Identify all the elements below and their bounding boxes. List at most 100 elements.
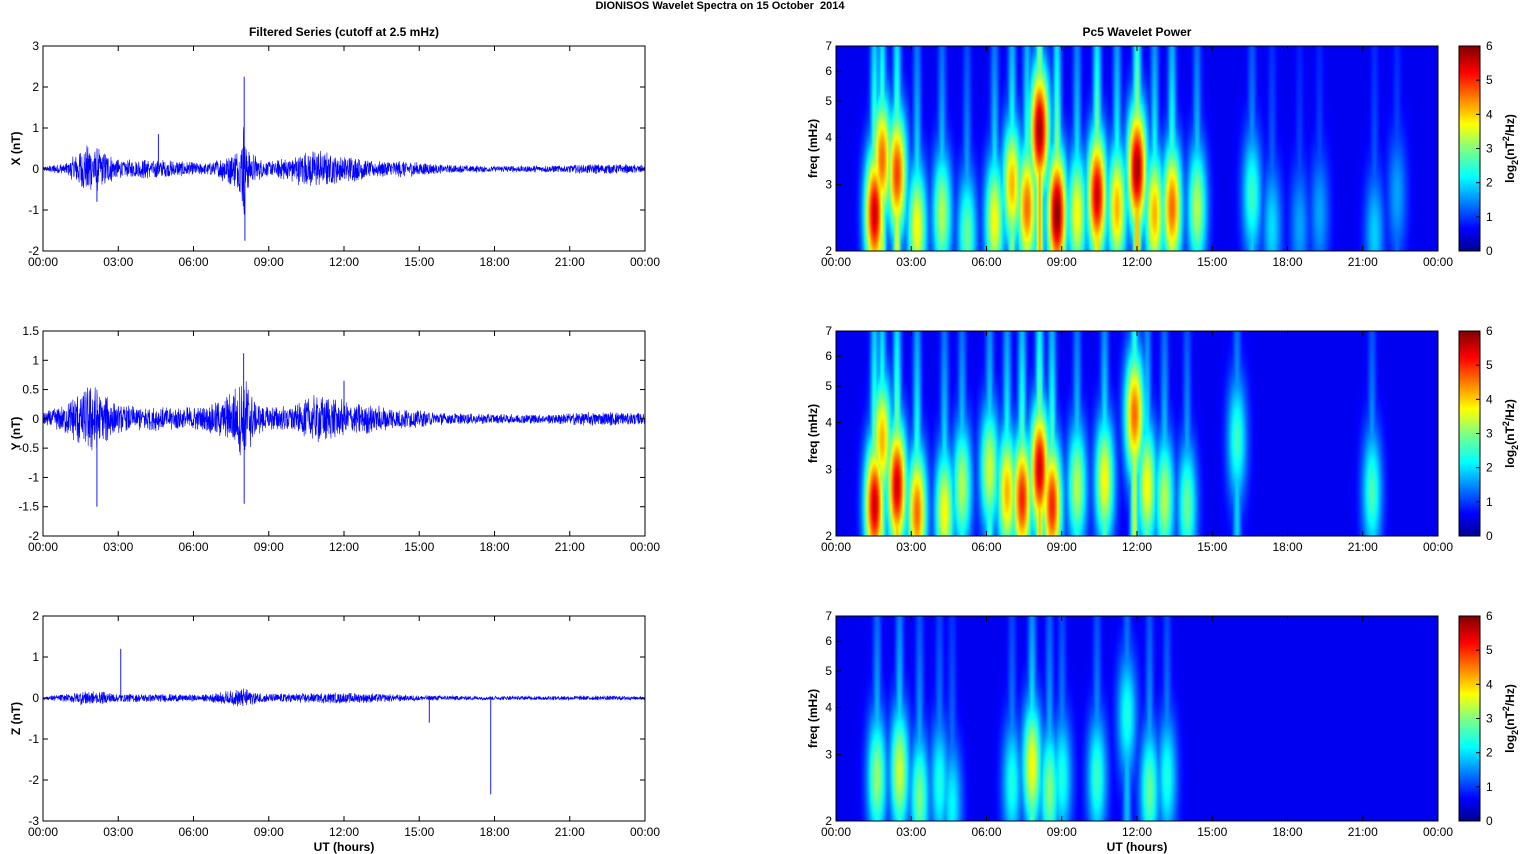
y-tick-label: -0.5 <box>18 441 39 455</box>
x-tick-label: 15:00 <box>404 825 434 839</box>
x-tick-label: 06:00 <box>971 255 1001 269</box>
x-tick-label: 21:00 <box>555 825 585 839</box>
colorbar-tick-label: 3 <box>1486 427 1493 441</box>
y-tick-label: 4 <box>825 416 832 430</box>
y-tick-label: 6 <box>825 634 832 648</box>
x-tick-label: 00:00 <box>630 540 660 554</box>
x-tick-label: 09:00 <box>1047 540 1077 554</box>
x-tick-label: 21:00 <box>555 255 585 269</box>
plot-area <box>43 46 645 251</box>
colorbar-label: log2(nT2/Hz) <box>1501 399 1520 468</box>
x-tick-label: 09:00 <box>1047 825 1077 839</box>
colorbar-tick-label: 2 <box>1486 461 1493 475</box>
colorbar-tick-label: 0 <box>1486 529 1493 543</box>
y-tick-label: 1 <box>32 353 39 367</box>
plot-area <box>43 616 645 821</box>
x-tick-label: 03:00 <box>896 825 926 839</box>
y-tick-label: 6 <box>825 349 832 363</box>
x-tick-label: 12:00 <box>1122 825 1152 839</box>
panel-4: -3 -2 -1 0 1 2 00:00 03:00 06:00 09:00 12:00 15:00 1… <box>9 609 660 854</box>
y-tick-label: 3 <box>32 39 39 53</box>
x-tick-label: 18:00 <box>1272 825 1302 839</box>
y-tick-label: 7 <box>825 39 832 53</box>
y-tick-label: 0 <box>32 691 39 705</box>
x-tick-label: 06:00 <box>178 255 208 269</box>
x-tick-label: 00:00 <box>821 540 851 554</box>
colorbar-tick-label: 6 <box>1486 324 1493 338</box>
x-tick-label: 15:00 <box>1197 540 1227 554</box>
colorbar-tick-label: 2 <box>1486 746 1493 760</box>
y-tick-label: 2 <box>825 244 832 258</box>
x-tick-label: 09:00 <box>254 255 284 269</box>
x-tick-label: 12:00 <box>1122 540 1152 554</box>
x-tick-label: 00:00 <box>1423 255 1453 269</box>
y-axis-label: freq (mHz) <box>806 404 820 463</box>
colorbar-tick-label: 4 <box>1486 392 1493 406</box>
x-tick-label: 15:00 <box>1197 255 1227 269</box>
wavelet-heatmap <box>836 616 1438 821</box>
y-tick-label: 5 <box>825 94 832 108</box>
x-tick-label: 09:00 <box>254 540 284 554</box>
colorbar-tick-label: 3 <box>1486 712 1493 726</box>
x-tick-label: 12:00 <box>329 255 359 269</box>
y-tick-label: 4 <box>825 131 832 145</box>
y-tick-label: 1 <box>32 650 39 664</box>
x-tick-label: 00:00 <box>821 825 851 839</box>
colorbar-tick-label: 4 <box>1486 107 1493 121</box>
y-tick-label: -1.5 <box>18 500 39 514</box>
y-tick-label: -2 <box>28 244 39 258</box>
colorbar-tick-label: 0 <box>1486 814 1493 828</box>
y-axis-label: freq (mHz) <box>806 119 820 178</box>
y-tick-label: 7 <box>825 609 832 623</box>
x-tick-label: 03:00 <box>103 825 133 839</box>
panel-2: -2 -1.5 -1 -0.5 0 0.5 1 1.5 00:00 03:00 06:00 09:00… <box>9 324 660 554</box>
y-tick-label: -1 <box>28 470 39 484</box>
x-tick-label: 00:00 <box>28 825 58 839</box>
x-tick-label: 15:00 <box>404 255 434 269</box>
x-tick-label: 18:00 <box>1272 540 1302 554</box>
y-tick-label: 2 <box>32 609 39 623</box>
x-tick-label: 15:00 <box>1197 825 1227 839</box>
x-tick-label: 09:00 <box>254 825 284 839</box>
wavelet-heatmap <box>836 46 1438 251</box>
panel-title: Filtered Series (cutoff at 2.5 mHz) <box>249 25 439 39</box>
panel-title: Pc5 Wavelet Power <box>1083 25 1192 39</box>
y-axis-label: X (nT) <box>9 132 23 166</box>
y-axis-label: freq (mHz) <box>806 689 820 748</box>
panel-5: 00:00 03:00 06:00 09:00 12:00 15:00 18:00 21:00… <box>806 609 1520 854</box>
x-axis-label: UT (hours) <box>314 840 375 854</box>
colorbar-tick-label: 5 <box>1486 358 1493 372</box>
wavelet-heatmap <box>836 331 1438 536</box>
y-axis-label: Z (nT) <box>9 702 23 735</box>
colorbar-tick-label: 5 <box>1486 73 1493 87</box>
trace-line <box>42 688 646 707</box>
x-tick-label: 00:00 <box>630 825 660 839</box>
y-tick-label: 6 <box>825 64 832 78</box>
x-tick-label: 03:00 <box>896 540 926 554</box>
y-tick-label: -3 <box>28 814 39 828</box>
x-tick-label: 06:00 <box>971 540 1001 554</box>
y-tick-label: 2 <box>32 80 39 94</box>
x-tick-label: 18:00 <box>479 255 509 269</box>
colorbar-tick-label: 6 <box>1486 39 1493 53</box>
y-tick-label: 1 <box>32 121 39 135</box>
x-tick-label: 18:00 <box>1272 255 1302 269</box>
colorbar-tick-label: 0 <box>1486 244 1493 258</box>
x-axis-label: UT (hours) <box>1107 840 1168 854</box>
x-tick-label: 00:00 <box>28 255 58 269</box>
y-axis-label: Y (nT) <box>9 417 23 451</box>
y-tick-label: -1 <box>28 732 39 746</box>
x-tick-label: 12:00 <box>329 540 359 554</box>
y-tick-label: -2 <box>28 773 39 787</box>
x-tick-label: 15:00 <box>404 540 434 554</box>
x-tick-label: 03:00 <box>103 255 133 269</box>
x-tick-label: 18:00 <box>479 540 509 554</box>
x-tick-label: 09:00 <box>1047 255 1077 269</box>
y-tick-label: 7 <box>825 324 832 338</box>
y-tick-label: 2 <box>825 529 832 543</box>
x-tick-label: 12:00 <box>329 825 359 839</box>
y-tick-label: 0 <box>32 412 39 426</box>
colorbar-tick-label: 5 <box>1486 643 1493 657</box>
x-tick-label: 00:00 <box>630 255 660 269</box>
